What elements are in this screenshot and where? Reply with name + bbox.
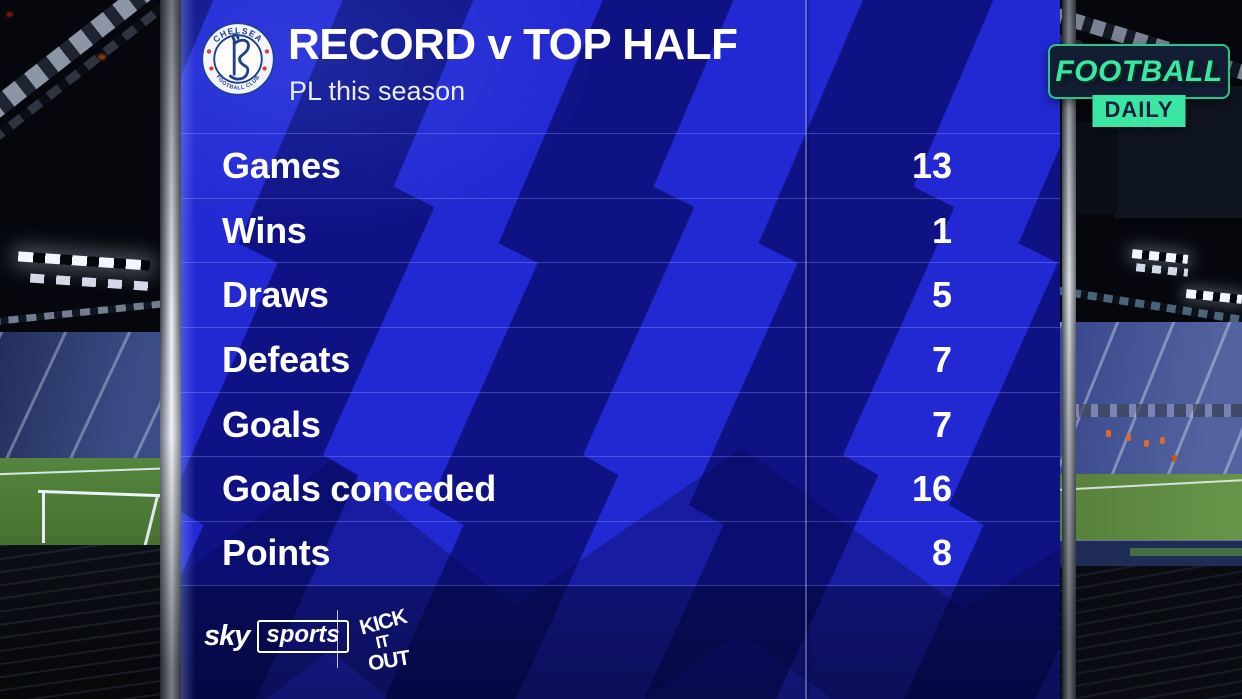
spectator — [1144, 440, 1149, 447]
spectator — [1106, 430, 1111, 437]
table-row: Goals conceded 16 — [181, 456, 1060, 521]
table-row: Wins 1 — [181, 197, 1060, 263]
stadium-light — [6, 12, 13, 17]
spectator — [1160, 437, 1165, 444]
goal-frame — [42, 493, 45, 543]
floodlight-strip — [17, 251, 151, 271]
row-label: Wins — [222, 209, 307, 251]
spectator — [1172, 455, 1177, 462]
row-label: Goals — [222, 403, 321, 445]
sky-sports-logo: sky sports — [204, 620, 349, 654]
table-row: Games 13 — [181, 133, 1060, 198]
football-daily-bottom: DAILY — [1092, 95, 1186, 127]
table-row: Points 8 — [181, 521, 1060, 586]
table-row: Draws 5 — [181, 262, 1060, 327]
footer-divider — [337, 610, 338, 668]
roof-truss — [0, 297, 181, 326]
stand-seats — [0, 332, 181, 462]
stadium-light — [98, 54, 106, 60]
row-label: Games — [222, 144, 341, 186]
column-divider — [805, 0, 807, 699]
row-label: Points — [222, 532, 331, 574]
floodlight-pole-left — [160, 0, 181, 699]
floodlight-strip — [29, 273, 159, 292]
panel-header: CHELSEA FOOTBALL CLUB RECORD v TOP HALF … — [181, 0, 1060, 133]
spectator — [1126, 434, 1131, 441]
stadium-background-right — [1060, 0, 1242, 699]
stats-table: Games 13 Wins 1 Draws 5 Defeats 7 Goals … — [181, 133, 1060, 586]
football-daily-top: FOOTBALL — [1048, 44, 1230, 99]
row-label: Defeats — [222, 338, 350, 380]
stats-panel: CHELSEA FOOTBALL CLUB RECORD v TOP HALF … — [181, 0, 1060, 699]
row-label: Draws — [222, 274, 329, 316]
page-title: RECORD v TOP HALF — [288, 20, 738, 69]
advert-banner — [1060, 404, 1242, 417]
row-value: 13 — [911, 144, 952, 186]
stand-seats — [1060, 322, 1242, 474]
stadium-background-left — [0, 0, 181, 699]
footer-shade — [181, 586, 1060, 699]
badge-lion-icon — [228, 33, 250, 81]
row-value: 7 — [931, 338, 952, 380]
pitch — [0, 458, 181, 546]
floodlight-strip — [1185, 289, 1242, 304]
floodlight-pole-right — [1062, 0, 1076, 699]
row-label: Goals conceded — [222, 468, 496, 510]
football-wordmark: FOOTBALL — [1055, 54, 1223, 88]
row-value: 5 — [931, 274, 952, 316]
stand-ledge — [1130, 548, 1242, 556]
sports-wordmark: sports — [257, 620, 349, 654]
row-value: 8 — [931, 532, 952, 574]
table-row: Goals 7 — [181, 391, 1060, 457]
row-value: 16 — [911, 468, 952, 510]
kick-it-out-logo: KICK IT OUT — [357, 605, 413, 676]
floodlight-strip — [1135, 263, 1189, 277]
row-value: 7 — [931, 403, 952, 445]
table-row: Defeats 7 — [181, 327, 1060, 392]
daily-wordmark: DAILY — [1104, 97, 1174, 122]
page-subtitle: PL this season — [289, 76, 466, 106]
floodlight-strip — [1131, 249, 1189, 264]
football-daily-logo: FOOTBALL DAILY — [1048, 44, 1230, 127]
sky-wordmark: sky — [204, 620, 250, 653]
foreground-seats — [0, 545, 181, 699]
kio-line3: OUT — [367, 646, 413, 675]
foreground-seats — [1060, 566, 1242, 699]
chelsea-badge-icon: CHELSEA FOOTBALL CLUB — [201, 22, 275, 96]
kio-line2: IT — [374, 631, 392, 653]
row-value: 1 — [931, 209, 952, 251]
